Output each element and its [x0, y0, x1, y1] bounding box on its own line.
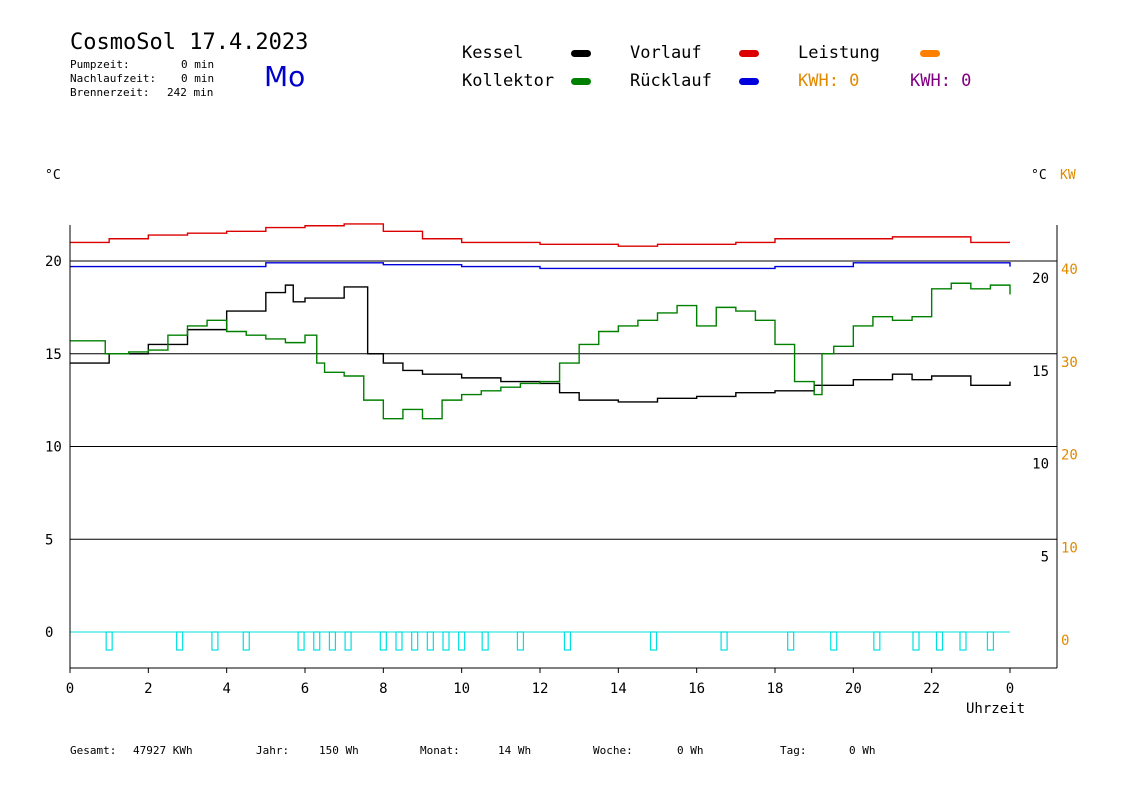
- y-right-kw-tick-label: 20: [1061, 448, 1078, 464]
- y-right-c-tick-label: 20: [1032, 271, 1049, 287]
- pump-pulse: [830, 631, 838, 651]
- x-tick-label: 20: [845, 681, 862, 697]
- chart-title: CosmoSol 17.4.2023: [70, 30, 309, 55]
- pump-pulse: [242, 631, 250, 651]
- legend-vorlauf-label: Vorlauf: [630, 43, 702, 63]
- y-left-tick-label: 20: [45, 254, 62, 270]
- left-axis-unit: °C: [45, 168, 61, 183]
- pump-pulse: [912, 631, 920, 651]
- x-tick-label: 18: [767, 681, 784, 697]
- pump-pulse: [563, 631, 572, 651]
- x-tick-label: 14: [610, 681, 627, 697]
- x-tick-label: 8: [379, 681, 387, 697]
- pump-pulse: [442, 631, 450, 651]
- weekday-label: Mo: [264, 60, 306, 93]
- legend-ruecklauf-swatch: [739, 78, 759, 85]
- footer-woche-label: Woche:: [593, 744, 633, 757]
- pump-pulse: [211, 631, 219, 651]
- pump-pulse: [720, 631, 728, 651]
- pump-pulse: [426, 631, 434, 651]
- pump-pulse: [379, 631, 387, 651]
- y-left-tick-label: 15: [45, 347, 62, 363]
- pump-pulse: [344, 631, 352, 651]
- footer-jahr-value: 150 Wh: [319, 744, 359, 757]
- legend-ruecklauf-label: Rücklauf: [630, 71, 712, 91]
- pump-pulse: [176, 631, 184, 651]
- pumpzeit-value: 0 min: [181, 58, 215, 71]
- y-left-tick-label: 0: [45, 625, 53, 641]
- pump-pulse: [481, 631, 489, 651]
- y-left-tick-label: 5: [45, 532, 53, 548]
- legend-kessel-swatch: [571, 50, 591, 57]
- legend-kwh-purple: KWH: 0: [910, 71, 972, 91]
- footer-monat-label: Monat:: [420, 744, 460, 757]
- pump-pulse: [959, 631, 967, 651]
- x-tick-label: 12: [532, 681, 549, 697]
- right-axis-unit-c: °C: [1031, 168, 1047, 183]
- footer-tag-value: 0 Wh: [849, 744, 876, 757]
- pump-pulse: [313, 631, 321, 651]
- y-right-kw-tick-label: 10: [1061, 540, 1078, 556]
- nachlaufzeit-value: 0 min: [181, 72, 215, 85]
- nachlaufzeit-label: Nachlaufzeit:: [70, 72, 157, 85]
- footer-gesamt-label: Gesamt:: [70, 744, 117, 757]
- pumpzeit-label: Pumpzeit:: [70, 58, 130, 71]
- series-line-vorlauf: [70, 223, 1010, 247]
- x-axis-title: Uhrzeit: [966, 701, 1026, 717]
- y-right-c-tick-label: 5: [1041, 549, 1049, 565]
- pump-pulse: [516, 631, 525, 651]
- y-right-c-tick-label: 10: [1032, 457, 1049, 473]
- x-tick-label: 22: [923, 681, 940, 697]
- brennerzeit-value: 242 min: [167, 86, 214, 99]
- footer-gesamt-value: 47927 KWh: [133, 744, 193, 757]
- x-tick-label: 6: [301, 681, 309, 697]
- x-tick-label: 10: [453, 681, 470, 697]
- pump-pulse: [787, 631, 795, 651]
- x-tick-label: 16: [688, 681, 705, 697]
- y-right-kw-tick-label: 40: [1061, 262, 1078, 278]
- pump-pulse: [411, 631, 419, 651]
- pump-pulse: [649, 631, 658, 651]
- y-left-tick-label: 10: [45, 440, 62, 456]
- y-right-c-tick-label: 15: [1032, 364, 1049, 380]
- y-right-kw-tick-label: 30: [1061, 355, 1078, 371]
- footer-woche-value: 0 Wh: [677, 744, 704, 757]
- pump-pulse: [873, 631, 881, 651]
- footer-jahr-label: Jahr:: [256, 744, 290, 757]
- pump-pulse: [328, 631, 337, 651]
- legend-leistung-label: Leistung: [798, 43, 880, 63]
- legend-kessel-label: Kessel: [462, 43, 524, 63]
- legend-kwh-orange: KWH: 0: [798, 71, 860, 91]
- x-tick-label: 0: [1006, 681, 1014, 697]
- footer-tag-label: Tag:: [780, 744, 807, 757]
- footer-monat-value: 14 Wh: [498, 744, 532, 757]
- brennerzeit-label: Brennerzeit:: [70, 86, 150, 99]
- legend-vorlauf-swatch: [739, 50, 759, 57]
- legend-kollektor-label: Kollektor: [462, 71, 555, 91]
- series-line-kessel: [70, 284, 1011, 403]
- pump-pulse: [105, 631, 113, 651]
- pump-pulse: [297, 631, 305, 651]
- series-line-kollektor: [70, 282, 1011, 420]
- x-tick-label: 0: [66, 681, 74, 697]
- pump-pulse: [395, 631, 403, 651]
- legend-leistung-swatch: [920, 50, 940, 57]
- x-tick-label: 2: [144, 681, 152, 697]
- y-right-kw-tick-label: 0: [1061, 633, 1069, 649]
- x-tick-label: 4: [222, 681, 230, 697]
- pump-pulse: [935, 631, 944, 651]
- series-line-ruecklauf: [70, 262, 1011, 270]
- legend-kollektor-swatch: [571, 78, 591, 85]
- pump-pulse: [458, 631, 466, 651]
- right-axis-unit-kw: KW: [1060, 168, 1076, 183]
- pump-pulse: [986, 631, 995, 651]
